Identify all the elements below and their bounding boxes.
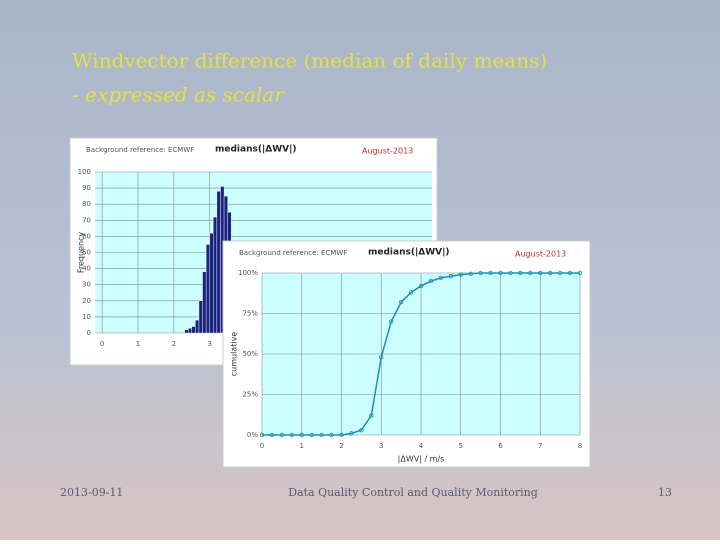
- point: [398, 299, 404, 305]
- x-tick-label: 4: [419, 442, 424, 450]
- y-tick-label: 20: [82, 297, 91, 305]
- chart-title: medians(|ΔWV|): [368, 248, 450, 258]
- x-axis-label: |ΔWV| / m/s: [398, 455, 445, 464]
- line: [262, 272, 580, 436]
- bar: [184, 329, 189, 334]
- y-tick-label: 75%: [242, 310, 258, 318]
- bar: [216, 191, 221, 334]
- x-tick-label: 7: [538, 442, 542, 450]
- point: [408, 290, 414, 295]
- chart-title: medians(|ΔWV|): [215, 145, 297, 155]
- point: [289, 432, 295, 438]
- point: [538, 270, 543, 276]
- point: [478, 270, 483, 276]
- chart-reference: Background reference: ECMWF: [86, 146, 194, 154]
- point: [557, 270, 563, 276]
- bar: [202, 271, 207, 334]
- bar: [205, 244, 210, 334]
- x-tick-label: 2: [172, 340, 176, 348]
- y-tick-label: 10: [82, 313, 91, 321]
- x-tick-label: 3: [207, 340, 211, 348]
- chart-reference: Background reference: ECMWF: [239, 249, 347, 257]
- y-tick-label: 0%: [247, 431, 258, 439]
- x-tick-label: 5: [459, 442, 463, 450]
- point: [379, 355, 384, 360]
- point: [329, 432, 334, 438]
- x-tick-label: 2: [339, 442, 343, 450]
- bar: [195, 319, 200, 334]
- point: [518, 270, 523, 276]
- y-tick-label: 60: [82, 232, 91, 240]
- y-tick-label: 0: [87, 329, 91, 337]
- point: [299, 432, 304, 438]
- bar: [188, 327, 192, 334]
- bar: [213, 216, 218, 334]
- chart-period: August-2013: [362, 147, 413, 156]
- bar: [191, 326, 196, 334]
- footer-date: 2013-09-11: [60, 486, 123, 499]
- point: [418, 283, 424, 289]
- y-tick-label: 25%: [242, 391, 258, 399]
- point: [259, 432, 265, 438]
- x-tick-label: 8: [578, 442, 582, 450]
- point: [339, 432, 344, 438]
- y-axis-label: Frequency: [77, 232, 86, 274]
- point: [269, 432, 275, 438]
- bar: [198, 300, 203, 334]
- x-tick-label: 0: [100, 340, 104, 348]
- point: [468, 271, 473, 277]
- point: [528, 270, 533, 276]
- y-axis-label: cumulative: [230, 332, 239, 377]
- y-tick-label: 70: [82, 216, 91, 224]
- chart: Background reference: ECMWF medians(|ΔWV|…: [222, 240, 591, 468]
- point: [508, 270, 513, 276]
- point: [349, 431, 354, 436]
- point: [428, 278, 434, 284]
- x-tick-label: 1: [300, 442, 304, 450]
- footer-center: Data Quality Control and Quality Monitor…: [288, 486, 538, 499]
- point: [577, 270, 583, 276]
- point: [498, 270, 503, 276]
- x-tick-label: 1: [136, 340, 140, 348]
- point: [279, 432, 285, 438]
- point: [438, 275, 444, 281]
- y-tick-label: 90: [82, 184, 91, 192]
- bar: [209, 232, 214, 334]
- y-tick-label: 100%: [238, 269, 258, 277]
- point: [488, 270, 493, 276]
- point: [369, 413, 374, 418]
- y-tick-label: 40: [82, 265, 91, 273]
- y-tick-label: 50: [82, 249, 91, 257]
- y-tick-label: 80: [82, 200, 91, 208]
- x-tick-label: 6: [498, 442, 503, 450]
- slide-title: Windvector difference (median of daily m…: [72, 49, 547, 73]
- point: [319, 432, 324, 438]
- x-tick-label: 0: [260, 442, 264, 450]
- point: [309, 432, 314, 438]
- slide-subtitle: - expressed as scalar: [72, 83, 285, 107]
- point: [448, 274, 454, 279]
- y-tick-label: 30: [82, 281, 91, 289]
- point: [359, 427, 364, 433]
- point: [458, 272, 463, 277]
- point: [547, 270, 553, 276]
- y-tick-label: 100: [78, 168, 91, 176]
- point: [567, 270, 573, 276]
- point: [388, 319, 394, 324]
- footer-page: 13: [658, 486, 672, 499]
- x-tick-label: 3: [379, 442, 383, 450]
- y-tick-label: 50%: [242, 350, 258, 358]
- chart-period: August-2013: [515, 250, 566, 259]
